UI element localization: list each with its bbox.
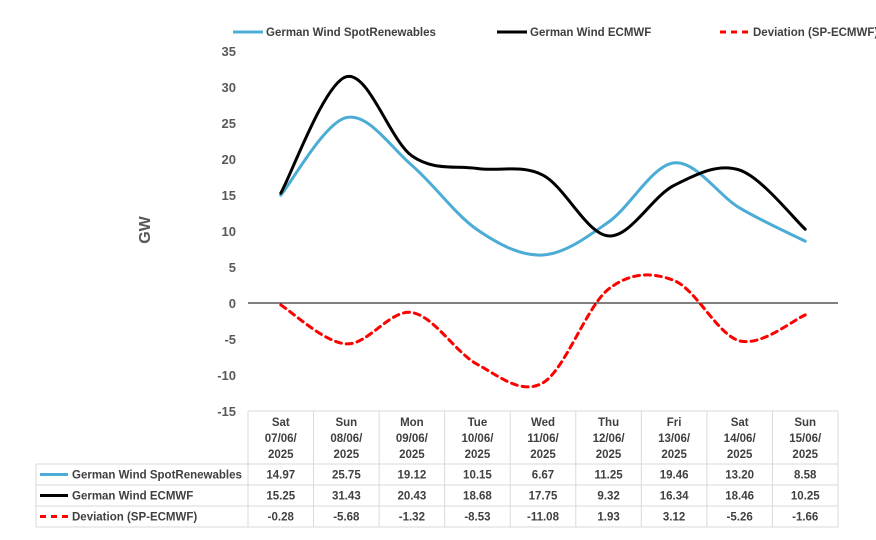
data-cell: 11.25 [594, 470, 623, 482]
y-tick-label: 25 [222, 116, 236, 131]
data-cell: 20.43 [397, 491, 426, 503]
data-cell: 14.97 [266, 470, 295, 482]
y-tick-label: 20 [222, 152, 236, 167]
x-tick-label: 15/06/ [789, 433, 822, 445]
y-tick-label: -10 [217, 368, 236, 383]
x-tick-label: Sun [335, 417, 357, 429]
data-cell: 6.67 [532, 470, 554, 482]
x-tick-label: Wed [531, 417, 555, 429]
x-tick-label: 2025 [334, 449, 360, 461]
x-tick-label: Sun [794, 417, 816, 429]
legend: German Wind SpotRenewables German Wind EC… [233, 27, 876, 39]
x-tick-label: Tue [468, 417, 488, 429]
y-axis-label: GW [137, 215, 154, 243]
y-tick-label: 10 [222, 224, 236, 239]
x-tick-label: 12/06/ [593, 433, 626, 445]
x-tick-label: 2025 [530, 449, 556, 461]
y-tick-label: 30 [222, 80, 236, 95]
data-cell: 8.58 [794, 470, 817, 482]
data-cell: 10.25 [791, 491, 820, 503]
data-cell: 9.32 [597, 491, 619, 503]
data-cell: -5.68 [333, 512, 360, 524]
data-table: Sat 07/06/2025 Sun 08/06/2025 Mon 09/06/2025 T… [35, 410, 839, 528]
y-tick-label: 0 [229, 296, 236, 311]
x-tick-label: 2025 [268, 449, 294, 461]
data-cell: -11.08 [527, 512, 560, 524]
data-cell: 31.43 [332, 491, 361, 503]
x-tick-label: Sat [731, 417, 749, 429]
y-tick-label: -15 [217, 404, 236, 419]
y-tick-label: 15 [222, 188, 236, 203]
x-tick-label: 13/06/ [658, 433, 691, 445]
data-cell: 18.68 [463, 491, 492, 503]
data-cell: 18.46 [725, 491, 754, 503]
legend-label: Deviation (SP-ECMWF) [753, 27, 876, 39]
y-tick-label: 5 [229, 260, 236, 275]
legend-label: German Wind SpotRenewables [266, 27, 436, 39]
legend-label: German Wind ECMWF [530, 27, 651, 39]
x-tick-label: 2025 [727, 449, 753, 461]
x-tick-label: 09/06/ [396, 433, 429, 445]
data-cell: 19.46 [660, 470, 689, 482]
data-cell: 10.15 [463, 470, 492, 482]
x-tick-label: Thu [598, 417, 619, 429]
x-tick-label: 08/06/ [330, 433, 363, 445]
x-tick-label: 2025 [596, 449, 622, 461]
data-cell: -0.28 [268, 512, 295, 524]
row-label: German Wind SpotRenewables [72, 470, 242, 482]
row-label: Deviation (SP-ECMWF) [72, 512, 197, 524]
x-tick-label: 14/06/ [724, 433, 757, 445]
y-tick-label: -5 [224, 332, 236, 347]
data-cell: -8.53 [464, 512, 490, 524]
y-axis: 35 30 25 20 15 10 5 0 -5 -10 -15 [217, 44, 236, 419]
x-tick-label: 07/06/ [265, 433, 298, 445]
x-tick-label: 2025 [661, 449, 687, 461]
x-tick-label: Mon [400, 417, 424, 429]
data-cell: 17.75 [529, 491, 558, 503]
x-tick-label: 2025 [465, 449, 491, 461]
data-cell: -1.66 [792, 512, 818, 524]
series-line-2 [279, 273, 807, 389]
x-tick-label: 2025 [792, 449, 818, 461]
data-cell: 13.20 [725, 470, 754, 482]
data-cell: 16.34 [660, 491, 689, 503]
data-cell: -1.32 [399, 512, 425, 524]
series-line-1 [279, 75, 807, 238]
y-tick-label: 35 [222, 44, 236, 59]
data-cell: 3.12 [663, 512, 685, 524]
x-tick-label: 11/06/ [527, 433, 559, 445]
x-tick-label: 2025 [399, 449, 425, 461]
data-cell: -5.26 [727, 512, 753, 524]
x-tick-label: 10/06/ [461, 433, 494, 445]
row-label: German Wind ECMWF [72, 491, 193, 503]
data-cell: 19.12 [397, 470, 426, 482]
x-tick-label: Fri [667, 417, 682, 429]
series-lines [279, 75, 807, 389]
series-line-0 [279, 115, 807, 257]
data-cell: 25.75 [332, 470, 361, 482]
data-cell: 15.25 [266, 491, 295, 503]
x-tick-label: Sat [272, 417, 290, 429]
data-cell: 1.93 [597, 512, 619, 524]
